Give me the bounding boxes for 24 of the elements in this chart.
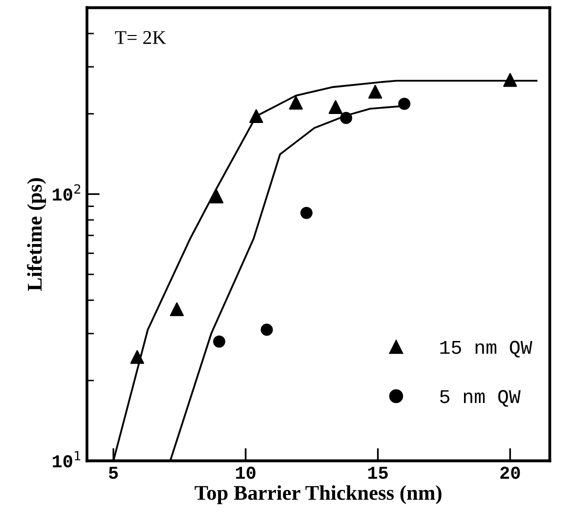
y-tick-label: 10$^{2}$ [52, 184, 80, 201]
point [288, 96, 303, 110]
legend-label: 15 nm QW [440, 340, 532, 358]
point [300, 206, 313, 219]
x-tick-label: 10 [236, 466, 256, 479]
point [210, 190, 224, 204]
point [398, 98, 410, 110]
point [260, 324, 273, 336]
annotation: T= 2K [115, 31, 166, 44]
point [340, 112, 352, 124]
y-axis-title: Lifetime (ps) [26, 178, 46, 291]
point [328, 100, 342, 114]
point [213, 335, 226, 348]
point [130, 350, 144, 364]
x-axis-title: Top Barrier Thickness (nm) [194, 485, 442, 504]
point [368, 84, 382, 99]
x-tick-label: 20 [500, 466, 520, 479]
point [170, 302, 184, 316]
legend-label: 5 nm QW [440, 390, 521, 407]
point [249, 109, 264, 124]
x-tick-label: 15 [368, 466, 388, 479]
x-tick-label: 5 [108, 466, 118, 479]
y-tick-label: 10$^{1}$ [52, 451, 80, 468]
point [503, 73, 518, 87]
